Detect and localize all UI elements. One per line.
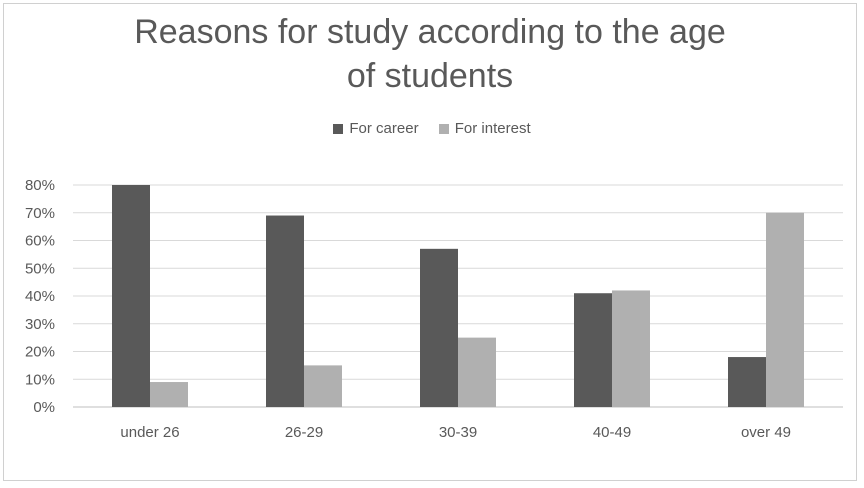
legend-item-interest: For interest bbox=[438, 120, 531, 137]
chart-title: Reasons for study according to the age o… bbox=[0, 10, 860, 98]
y-tick-label: 0% bbox=[33, 399, 55, 416]
x-tick-label: under 26 bbox=[120, 424, 179, 441]
y-tick-label: 50% bbox=[25, 260, 55, 277]
y-tick-label: 40% bbox=[25, 288, 55, 305]
legend-label-career: For career bbox=[349, 120, 419, 137]
x-tick-label: 26-29 bbox=[285, 424, 323, 441]
legend-swatch-career bbox=[333, 123, 344, 134]
y-tick-label: 20% bbox=[25, 344, 55, 361]
legend-label-interest: For interest bbox=[454, 120, 531, 137]
bar-interest bbox=[612, 290, 650, 407]
chart-legend: For career For interest bbox=[0, 120, 864, 138]
y-tick-label: 70% bbox=[25, 205, 55, 222]
bar-career bbox=[266, 215, 304, 407]
bar-career bbox=[420, 248, 458, 407]
bar-interest bbox=[766, 212, 804, 407]
y-tick-label: 30% bbox=[25, 316, 55, 333]
legend-item-career: For career bbox=[333, 120, 419, 137]
bar-career bbox=[112, 185, 150, 407]
bar-career bbox=[728, 357, 766, 407]
legend-swatch-interest bbox=[438, 123, 449, 134]
bar-career bbox=[574, 293, 612, 407]
bar-interest bbox=[458, 337, 496, 407]
y-tick-label: 10% bbox=[25, 371, 55, 388]
chart-title-line-2: of students bbox=[346, 57, 514, 95]
x-tick-label: over 49 bbox=[741, 424, 791, 441]
x-tick-label: 30-39 bbox=[439, 424, 477, 441]
x-tick-label: 40-49 bbox=[593, 424, 631, 441]
y-tick-label: 80% bbox=[25, 177, 55, 194]
chart-title-line-1: Reasons for study according to the age bbox=[134, 13, 726, 51]
y-tick-label: 60% bbox=[25, 233, 55, 250]
bar-interest bbox=[150, 382, 188, 407]
bar-interest bbox=[304, 365, 342, 407]
